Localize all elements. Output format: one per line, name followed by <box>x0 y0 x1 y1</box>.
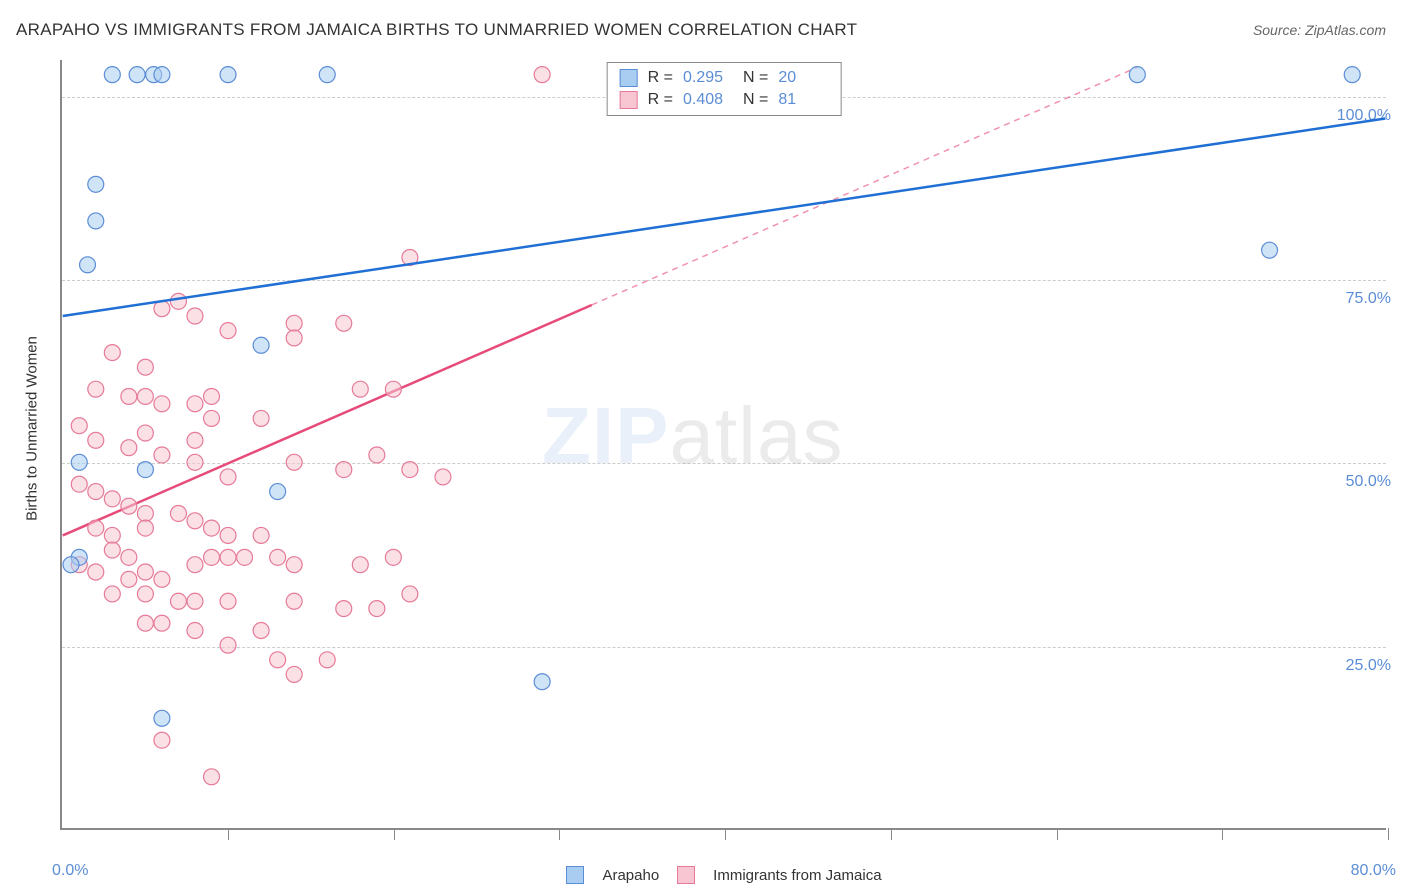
n-label: N = <box>743 69 768 87</box>
swatch-arapaho <box>566 866 584 884</box>
plot-area: Births to Unmarried Women 25.0%50.0%75.0… <box>60 60 1386 830</box>
n-value-arapaho: 20 <box>778 69 828 87</box>
r-value-arapaho: 0.295 <box>683 69 733 87</box>
stats-row-arapaho: R = 0.295 N = 20 <box>620 67 829 89</box>
series-legend: Arapaho Immigrants from Jamaica <box>62 866 1386 884</box>
swatch-jamaica <box>620 91 638 109</box>
stats-row-jamaica: R = 0.408 N = 81 <box>620 89 829 111</box>
watermark-zip: ZIP <box>542 391 669 480</box>
r-label: R = <box>648 91 673 109</box>
x-tick <box>228 828 229 840</box>
y-tick-label: 75.0% <box>1346 290 1391 308</box>
watermark-atlas: atlas <box>669 391 843 480</box>
x-tick-label-right: 80.0% <box>1351 862 1396 880</box>
x-tick <box>725 828 726 840</box>
source-attribution: Source: ZipAtlas.com <box>1253 22 1386 38</box>
gridline <box>62 647 1386 648</box>
legend-label-arapaho: Arapaho <box>602 867 659 884</box>
x-tick <box>1222 828 1223 840</box>
chart-title: ARAPAHO VS IMMIGRANTS FROM JAMAICA BIRTH… <box>16 20 857 40</box>
swatch-arapaho <box>620 69 638 87</box>
chart-svg <box>62 60 1386 828</box>
y-tick-label: 50.0% <box>1346 473 1391 491</box>
gridline <box>62 463 1386 464</box>
r-label: R = <box>648 69 673 87</box>
x-tick <box>394 828 395 840</box>
x-tick <box>1388 828 1389 840</box>
x-tick <box>559 828 560 840</box>
n-label: N = <box>743 91 768 109</box>
gridline <box>62 280 1386 281</box>
watermark: ZIPatlas <box>542 390 843 482</box>
x-tick <box>891 828 892 840</box>
stats-legend: R = 0.295 N = 20 R = 0.408 N = 81 <box>607 62 842 116</box>
legend-label-jamaica: Immigrants from Jamaica <box>713 867 881 884</box>
y-tick-label: 25.0% <box>1346 657 1391 675</box>
y-tick-label: 100.0% <box>1337 107 1391 125</box>
x-tick-label-left: 0.0% <box>52 862 88 880</box>
x-tick <box>1057 828 1058 840</box>
swatch-jamaica <box>677 866 695 884</box>
y-axis-label: Births to Unmarried Women <box>24 319 41 539</box>
r-value-jamaica: 0.408 <box>683 91 733 109</box>
n-value-jamaica: 81 <box>778 91 828 109</box>
